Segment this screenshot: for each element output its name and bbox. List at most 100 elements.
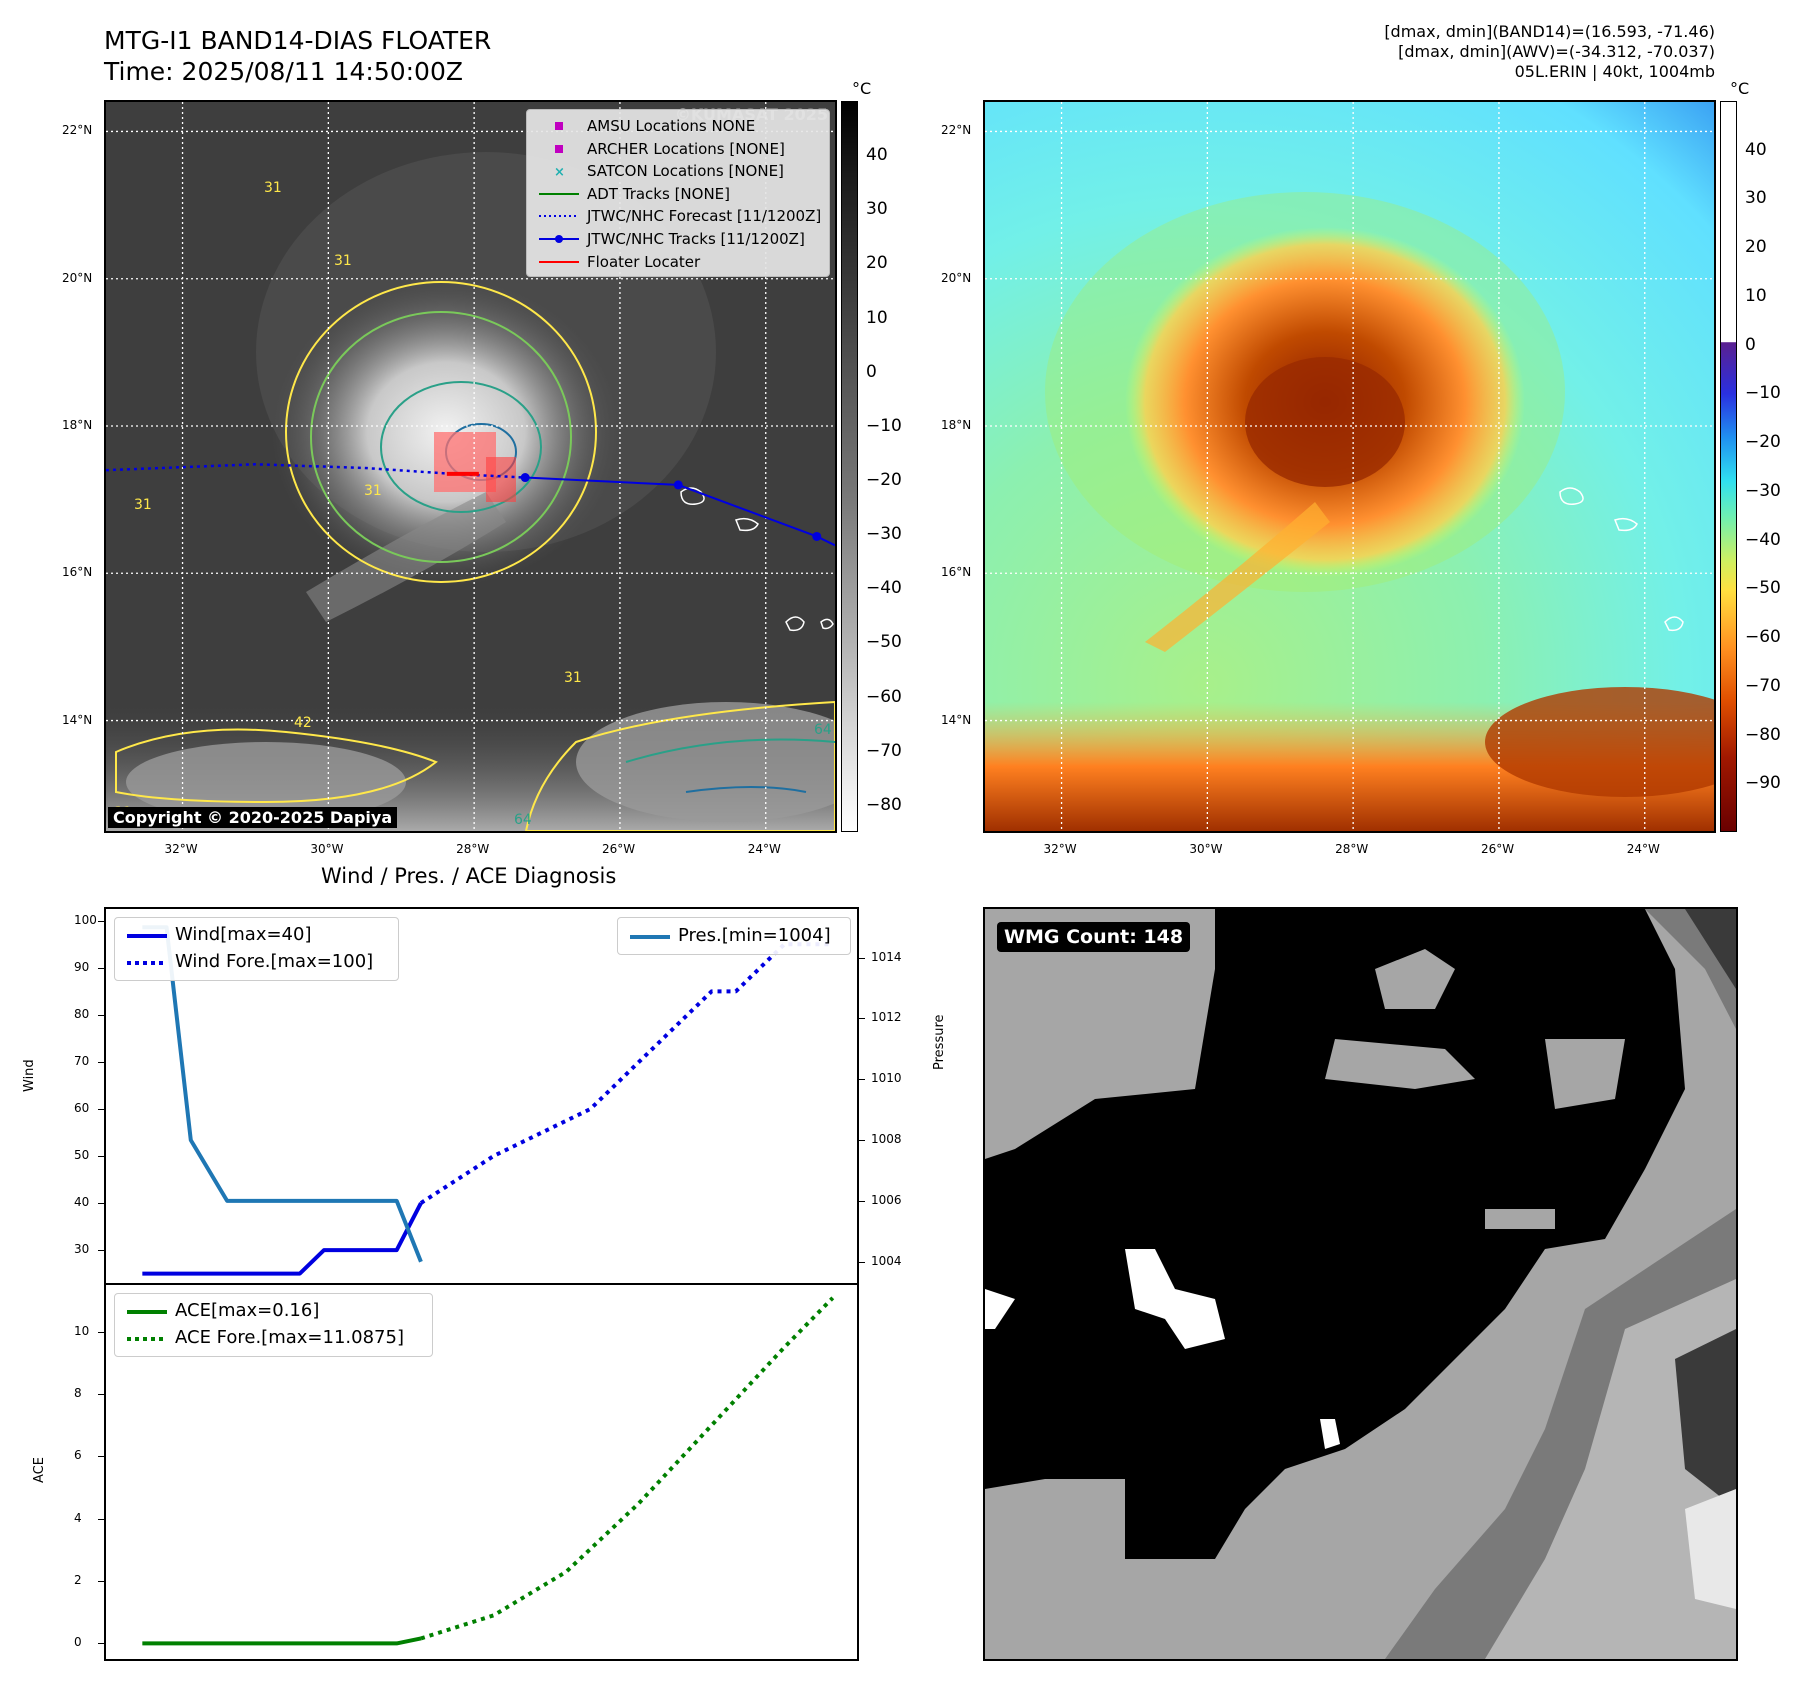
legend-item: JTWC/NHC Forecast [11/1200Z]	[539, 207, 822, 226]
y2-tick-label: 1006	[871, 1192, 902, 1207]
cbar2-tick: 40	[1745, 139, 1767, 160]
y-tick-label: 8	[74, 1386, 82, 1401]
y-tick-mark	[98, 1155, 104, 1157]
ace-axis-label: ACE	[32, 1457, 47, 1483]
y-tick-label: 6	[74, 1448, 82, 1463]
y-tick-label: 50	[74, 1147, 90, 1162]
legend-item: JTWC/NHC Tracks [11/1200Z]	[539, 229, 805, 249]
y2-tick-mark	[859, 957, 865, 959]
lat-tick-label: 18°N	[941, 418, 972, 432]
series-line	[142, 1636, 422, 1646]
lat-tick-label: 22°N	[62, 123, 93, 138]
cbar2-tick: −30	[1745, 480, 1781, 501]
series-line	[142, 1202, 423, 1276]
y-tick-mark	[98, 1331, 104, 1333]
observed-track-line	[525, 476, 835, 547]
contour-label: 31	[334, 253, 352, 269]
contour-label: 31	[364, 483, 382, 499]
floater-box	[434, 432, 496, 492]
legend-item: Floater Locater	[539, 252, 701, 271]
y2-tick-mark	[859, 1140, 865, 1142]
cbar2-tick: 0	[1745, 334, 1756, 355]
map-legend: AMSU Locations NONE ARCHER Locations [NON…	[526, 109, 830, 277]
cbar1-tick: −40	[866, 578, 902, 599]
y2-tick-mark	[859, 1200, 865, 1202]
y-tick-label: 60	[74, 1100, 90, 1115]
cbar2-tick: −20	[1745, 432, 1781, 453]
copyright-label: Copyright © 2020-2025 Dapiya	[108, 807, 398, 828]
y-tick-mark	[98, 1061, 104, 1063]
wmg-panel: WMG Count: 148	[983, 907, 1738, 1661]
y-tick-label: 80	[74, 1006, 90, 1021]
lat-tick-label: 20°N	[941, 270, 972, 285]
legend-item: ADT Tracks [NONE]	[539, 184, 731, 203]
y-tick-label: 2	[74, 1573, 82, 1588]
lon-tick-label: 24°W	[1626, 842, 1660, 856]
track-point	[812, 531, 822, 541]
info-line1: [dmax, dmin](BAND14)=(16.593, -71.46)	[1384, 22, 1715, 41]
info-line2: [dmax, dmin](AWV)=(-34.312, -70.037)	[1398, 42, 1715, 61]
y-tick-mark	[98, 1518, 104, 1520]
diagnosis-title: Wind / Pres. / ACE Diagnosis	[321, 864, 617, 888]
y-tick-label: 4	[74, 1510, 82, 1525]
pressure-legend: Pres.[min=1004]	[617, 917, 851, 955]
y-tick-mark	[98, 920, 104, 922]
cbar2-tick: −40	[1745, 529, 1781, 550]
wmg-image	[985, 909, 1736, 1659]
wmg-count-label: WMG Count: 148	[997, 922, 1191, 952]
cbar1-tick: 0	[866, 361, 877, 382]
lon-tick-label: 32°W	[1043, 842, 1077, 856]
y-tick-label: 40	[74, 1195, 90, 1210]
contour-label: 42	[294, 715, 312, 731]
lon-tick-label: 26°W	[601, 842, 636, 856]
svg-text:×: ×	[554, 165, 565, 178]
contour-label: 64	[514, 812, 532, 828]
cbar2-tick: −50	[1745, 578, 1781, 599]
cbar1-tick: −20	[866, 470, 902, 491]
lon-tick-label: 26°W	[1480, 842, 1515, 856]
chart-title-line2: Time: 2025/08/11 14:50:00Z	[104, 57, 463, 86]
legend-ace: ACE[max=0.16]	[127, 1299, 320, 1321]
ace-plot	[142, 1296, 835, 1646]
lat-tick-label: 16°N	[941, 565, 972, 580]
wind-axis-label: Wind	[22, 1059, 37, 1092]
cbar1-tick: 40	[866, 145, 888, 166]
contour-label: 31	[264, 180, 282, 196]
lat-tick-label: 22°N	[941, 123, 972, 138]
legend-item: ARCHER Locations [NONE]	[539, 139, 785, 159]
cbar2-tick: 30	[1745, 188, 1767, 209]
cbar1-tick: 30	[866, 199, 888, 220]
awv-map	[985, 102, 1714, 831]
wind-pressure-panel: Wind[max=40] Wind Fore.[max=100] Pres.[m…	[104, 907, 859, 1285]
band14-colorbar	[841, 101, 858, 832]
y2-tick-label: 1014	[871, 949, 902, 964]
lon-tick-label: 24°W	[747, 842, 781, 856]
info-line3: 05L.ERIN | 40kt, 1004mb	[1514, 62, 1715, 81]
track-point	[673, 480, 683, 490]
cbar1-tick: −80	[866, 794, 902, 815]
ace-panel: ACE[max=0.16] ACE Fore.[max=11.0875]	[104, 1283, 859, 1661]
lon-tick-label: 32°W	[164, 842, 198, 856]
track-point	[520, 473, 530, 483]
legend-item: AMSU Locations NONE	[539, 116, 755, 136]
contour-label: 64	[814, 722, 832, 738]
wind-legend: Wind[max=40] Wind Fore.[max=100]	[114, 917, 399, 981]
lat-tick-label: 20°N	[62, 270, 93, 285]
cbar1-tick: 20	[866, 253, 888, 274]
cbar2-tick: −90	[1745, 773, 1781, 794]
cbar1-tick: −50	[866, 632, 902, 653]
legend-item: × SATCON Locations [NONE]	[554, 162, 784, 181]
cbar1-tick: −10	[866, 415, 902, 436]
y2-tick-label: 1010	[871, 1071, 902, 1086]
cbar1-tick: −70	[866, 740, 902, 761]
y-tick-mark	[98, 1643, 104, 1645]
cbar2-tick: −80	[1745, 724, 1781, 745]
cbar1-unit: °C	[852, 79, 872, 98]
y-tick-mark	[98, 1250, 104, 1252]
legend-wind-forecast: Wind Fore.[max=100]	[127, 950, 374, 972]
cbar2-tick: −60	[1745, 627, 1781, 648]
lon-tick-label: 30°W	[310, 842, 344, 856]
y-tick-mark	[98, 1203, 104, 1205]
forecast-track-line	[106, 463, 526, 479]
legend-pressure: Pres.[min=1004]	[630, 924, 831, 946]
